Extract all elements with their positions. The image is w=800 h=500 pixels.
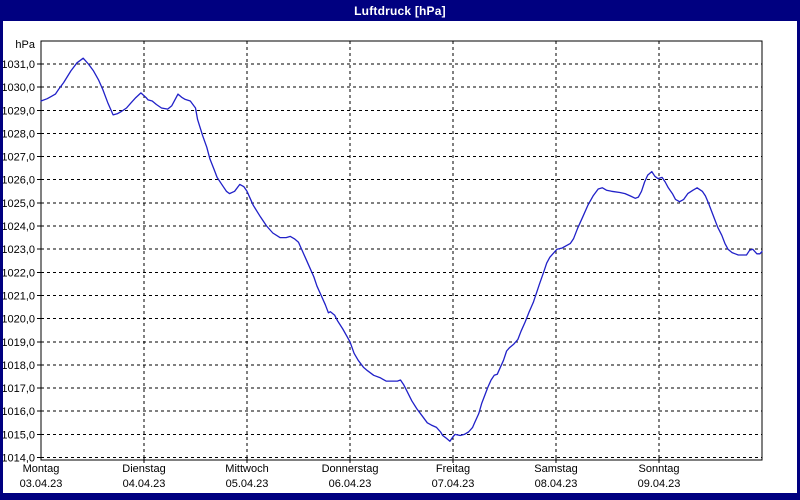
y-tick-label: 1028,0 — [3, 128, 35, 140]
y-tick-label: 1016,0 — [3, 406, 35, 418]
day-label: Dienstag — [122, 463, 165, 475]
window-title-bar: Luftdruck [hPa] — [0, 0, 800, 21]
day-label: Samstag — [534, 463, 577, 475]
y-tick-label: 1021,0 — [3, 290, 35, 302]
y-tick-label: 1017,0 — [3, 383, 35, 395]
day-label: Mittwoch — [225, 463, 268, 475]
y-tick-label: 1027,0 — [3, 152, 35, 164]
y-tick-label: 1022,0 — [3, 267, 35, 279]
pressure-chart: 1031,0 1030,0 1029,0 1028,0 1027,0 1026,0 1025… — [1, 39, 763, 490]
chart-panel: 1031,0 1030,0 1029,0 1028,0 1027,0 1026,0 1025… — [1, 21, 797, 493]
date-label: 08.04.23 — [535, 478, 578, 490]
y-tick-label: 1023,0 — [3, 244, 35, 256]
pressure-series-line — [40, 57, 763, 442]
date-label: 03.04.23 — [20, 478, 63, 490]
date-label: 07.04.23 — [432, 478, 475, 490]
y-tick-label: 1029,0 — [3, 105, 35, 117]
y-tick-label: 1020,0 — [3, 314, 35, 326]
y-tick-label: 1018,0 — [3, 360, 35, 372]
y-tick-label: 1026,0 — [3, 175, 35, 187]
y-axis-unit-label: hPa — [15, 39, 35, 51]
date-label: 05.04.23 — [226, 478, 269, 490]
y-tick-label: 1030,0 — [3, 82, 35, 94]
y-tick-label: 1014,0 — [3, 452, 35, 464]
y-tick-label: 1015,0 — [3, 429, 35, 441]
date-label: 06.04.23 — [329, 478, 372, 490]
day-label: Freitag — [436, 463, 470, 475]
date-label: 04.04.23 — [123, 478, 166, 490]
window-title: Luftdruck [hPa] — [354, 3, 446, 18]
y-tick-label: 1031,0 — [3, 59, 35, 71]
y-tick-label: 1024,0 — [3, 221, 35, 233]
plot-frame — [40, 40, 763, 461]
date-label: 09.04.23 — [638, 478, 681, 490]
day-label: Sonntag — [639, 463, 680, 475]
y-tick-label: 1025,0 — [3, 198, 35, 210]
day-label: Montag — [23, 463, 60, 475]
y-tick-label: 1019,0 — [3, 337, 35, 349]
day-label: Donnerstag — [322, 463, 379, 475]
